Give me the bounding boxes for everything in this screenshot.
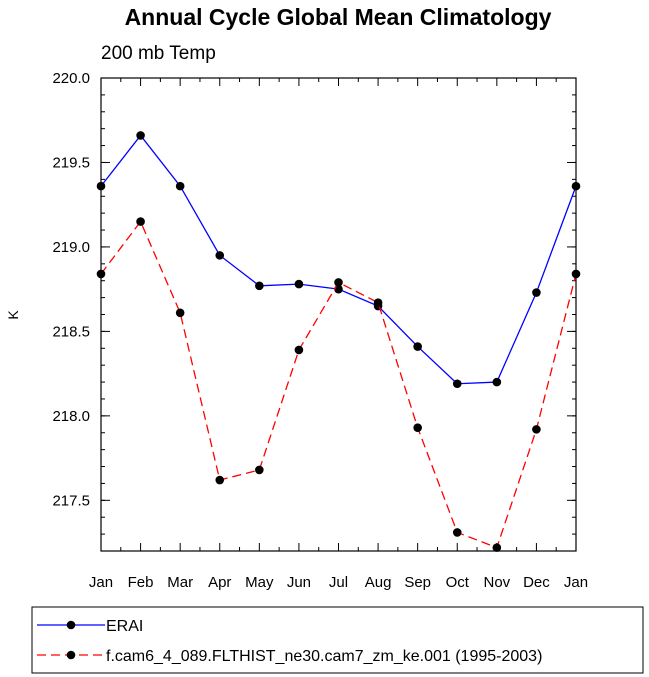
y-axis-label: K bbox=[5, 310, 21, 320]
series-2-point bbox=[452, 528, 462, 537]
legend-marker bbox=[66, 620, 76, 630]
series-line-1 bbox=[100, 134, 577, 385]
series-1-point bbox=[294, 279, 304, 289]
legend-marker bbox=[66, 650, 76, 660]
x-tick-label: Nov bbox=[483, 574, 510, 591]
series-2-point bbox=[294, 345, 304, 355]
series-1-point bbox=[215, 251, 225, 260]
series-1-point bbox=[96, 181, 106, 191]
chart-title: Annual Cycle Global Mean Climatology bbox=[125, 4, 552, 30]
y-tick-label: 219.5 bbox=[52, 154, 90, 171]
series-2-point bbox=[373, 298, 383, 307]
y-tick-label: 218.0 bbox=[52, 408, 90, 425]
x-tick-label: Jan bbox=[564, 574, 588, 591]
x-tick-label: Feb bbox=[128, 574, 154, 591]
series-2-point bbox=[96, 269, 106, 279]
x-tick-label: Dec bbox=[523, 574, 550, 591]
series-1-point bbox=[571, 181, 581, 191]
y-tick-label: 219.0 bbox=[52, 239, 90, 256]
plot-frame bbox=[100, 77, 577, 552]
series-1-point bbox=[532, 288, 541, 297]
y-tick-label: 220.0 bbox=[52, 70, 90, 87]
series-2-point bbox=[175, 308, 185, 318]
x-tick-label: Jul bbox=[329, 574, 348, 591]
x-tick-label: Aug bbox=[365, 574, 392, 591]
series-2-point bbox=[215, 475, 225, 485]
series-1-point bbox=[175, 181, 185, 191]
series-2-point bbox=[255, 465, 264, 475]
series-2-point bbox=[532, 425, 541, 434]
series-1-point bbox=[452, 379, 462, 389]
series-1-point bbox=[136, 131, 145, 140]
series-2-point bbox=[492, 543, 502, 552]
x-tick-label: May bbox=[245, 574, 274, 591]
legend-label: f.cam6_4_089.FLTHIST_ne30.cam7_zm_ke.001… bbox=[106, 648, 542, 665]
y-tick-label: 217.5 bbox=[52, 492, 90, 509]
x-tick-label: Jan bbox=[89, 574, 113, 591]
series-2-point bbox=[413, 423, 422, 432]
legend-label: ERAI bbox=[106, 618, 143, 635]
series-1-point bbox=[255, 281, 264, 291]
series-1-point bbox=[413, 342, 422, 351]
series-line-2 bbox=[100, 220, 577, 549]
x-tick-label: Mar bbox=[167, 574, 193, 591]
legend: ERAI f.cam6_4_089.FLTHIST_ne30.cam7_zm_ke… bbox=[31, 606, 644, 674]
series-1-point bbox=[492, 377, 502, 387]
x-tick-label: Oct bbox=[446, 574, 470, 591]
series-2-point bbox=[334, 278, 343, 287]
x-tick-label: Jun bbox=[287, 574, 311, 591]
plot-area: Jan Feb Mar Apr May Jun Jul Aug Sep Oct Nov Dec Jan 2… bbox=[52, 70, 588, 591]
series-2-point bbox=[136, 217, 145, 226]
series-2-point bbox=[571, 269, 581, 279]
x-tick-label: Apr bbox=[208, 574, 231, 591]
y-tick-label: 218.5 bbox=[52, 323, 90, 340]
chart-subtitle: 200 mb Temp bbox=[101, 43, 216, 64]
x-tick-label: Sep bbox=[404, 574, 431, 591]
legend-box bbox=[31, 606, 644, 674]
